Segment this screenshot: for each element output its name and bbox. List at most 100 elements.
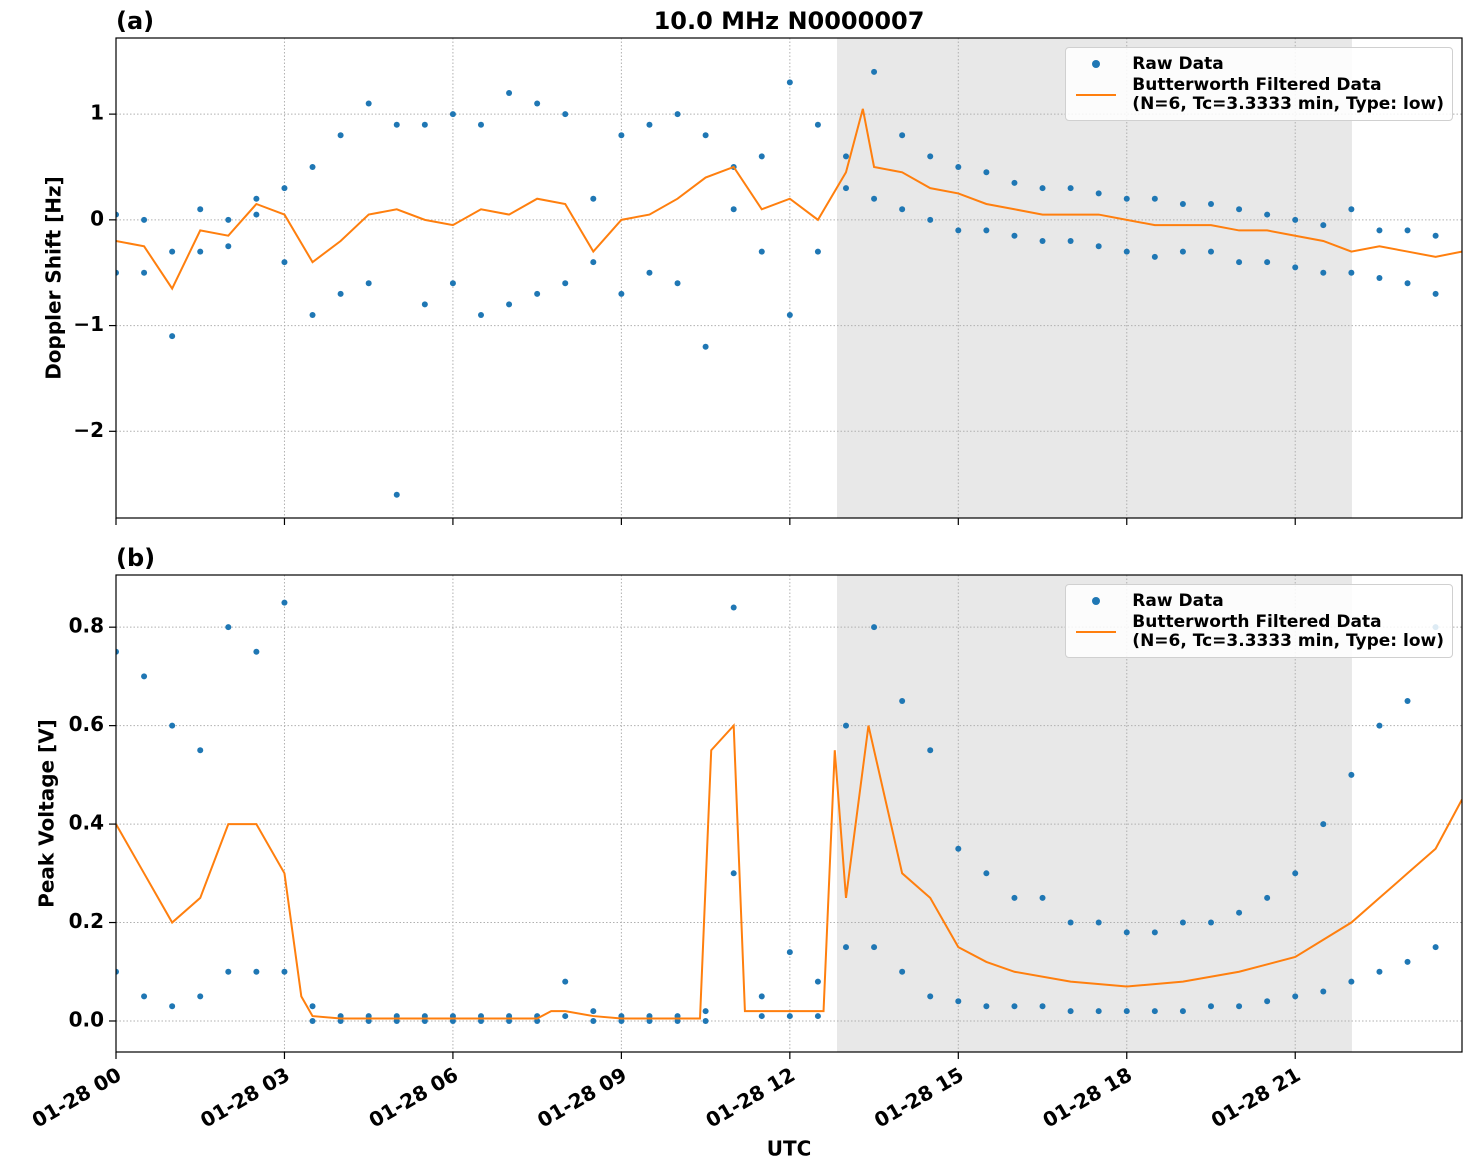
raw-point xyxy=(1207,248,1214,255)
raw-point xyxy=(562,111,569,118)
raw-point xyxy=(449,280,456,287)
raw-point xyxy=(758,993,765,1000)
raw-point xyxy=(309,1003,316,1010)
raw-point xyxy=(786,79,793,86)
raw-point xyxy=(1376,227,1383,234)
raw-point xyxy=(253,195,260,202)
raw-point xyxy=(1320,821,1327,828)
raw-point xyxy=(730,604,737,611)
raw-point xyxy=(393,491,400,498)
raw-point xyxy=(1095,919,1102,926)
raw-point xyxy=(197,993,204,1000)
y-tick-label: 0.4 xyxy=(69,811,104,835)
raw-point xyxy=(899,698,906,705)
x-tick-label: 01-28 12 xyxy=(702,1062,800,1132)
raw-point xyxy=(281,185,288,192)
raw-point xyxy=(1039,237,1046,244)
raw-point xyxy=(534,290,541,297)
raw-point xyxy=(702,1008,709,1015)
raw-point xyxy=(393,121,400,128)
raw-point xyxy=(225,216,232,223)
raw-point xyxy=(1348,978,1355,985)
raw-point xyxy=(758,1013,765,1020)
raw-point xyxy=(1264,998,1271,1005)
raw-point xyxy=(1179,919,1186,926)
raw-point xyxy=(421,301,428,308)
raw-point xyxy=(758,248,765,255)
raw-point xyxy=(1123,195,1130,202)
raw-point xyxy=(590,1008,597,1015)
raw-point xyxy=(674,280,681,287)
raw-point xyxy=(562,280,569,287)
raw-point xyxy=(281,968,288,975)
legend-entry: Raw Data xyxy=(1074,54,1444,74)
legend-label: Raw Data xyxy=(1132,590,1224,611)
raw-point xyxy=(786,312,793,319)
x-tick-label: 01-28 09 xyxy=(533,1062,631,1132)
raw-point xyxy=(1179,248,1186,255)
raw-point xyxy=(1236,1003,1243,1010)
raw-point xyxy=(1264,211,1271,218)
raw-point xyxy=(842,153,849,160)
raw-point xyxy=(309,312,316,319)
raw-point xyxy=(1179,1008,1186,1015)
raw-point xyxy=(983,1003,990,1010)
raw-point xyxy=(1404,280,1411,287)
raw-point xyxy=(871,624,878,631)
filtered-line xyxy=(116,723,1462,1020)
raw-point xyxy=(197,747,204,754)
raw-point xyxy=(1207,1003,1214,1010)
plot-area xyxy=(116,599,1462,1024)
raw-point xyxy=(309,163,316,170)
raw-point xyxy=(1067,185,1074,192)
raw-point xyxy=(1264,259,1271,266)
raw-point xyxy=(1376,275,1383,281)
raw-point xyxy=(1320,269,1327,276)
raw-point xyxy=(1432,290,1439,297)
raw-point xyxy=(618,132,625,139)
raw-point xyxy=(1151,929,1158,936)
x-tick-label: 01-28 06 xyxy=(365,1062,463,1132)
raw-point xyxy=(842,185,849,192)
y-tick-label: −2 xyxy=(73,418,104,442)
raw-point xyxy=(449,111,456,118)
legend-key xyxy=(1074,622,1118,642)
raw-point xyxy=(983,227,990,234)
raw-point xyxy=(337,290,344,297)
raw-point xyxy=(1404,227,1411,234)
raw-point xyxy=(842,722,849,729)
raw-point xyxy=(1320,222,1327,229)
raw-point xyxy=(1123,248,1130,255)
raw-point xyxy=(197,248,204,255)
filtered-line xyxy=(116,108,1462,291)
raw-point xyxy=(141,269,148,276)
raw-point xyxy=(562,1013,569,1020)
raw-point xyxy=(1095,243,1102,250)
raw-point xyxy=(871,944,878,951)
raw-point xyxy=(1151,1008,1158,1015)
raw-point xyxy=(1292,870,1299,877)
raw-point xyxy=(1236,206,1243,213)
raw-point xyxy=(646,121,653,128)
raw-point xyxy=(169,248,176,255)
chart-title: 10.0 MHz N0000007 xyxy=(654,7,925,35)
raw-point xyxy=(702,132,709,139)
axes-frame xyxy=(115,37,1463,519)
raw-point xyxy=(1404,958,1411,965)
raw-point xyxy=(1264,894,1271,901)
raw-point xyxy=(116,211,119,218)
raw-point xyxy=(842,944,849,951)
legend-key xyxy=(1074,591,1118,611)
raw-point xyxy=(506,89,513,96)
raw-point xyxy=(116,968,119,975)
legend: Raw Data Butterworth Filtered Data (N=6, … xyxy=(1065,47,1453,121)
raw-point xyxy=(927,993,934,1000)
raw-point xyxy=(281,599,288,606)
x-tick-label: 01-28 15 xyxy=(870,1062,968,1132)
y-tick-label: 0.8 xyxy=(69,614,104,638)
raw-point xyxy=(141,993,148,1000)
raw-point xyxy=(1095,190,1102,197)
x-tick-label: 01-28 18 xyxy=(1038,1062,1136,1132)
raw-point xyxy=(169,1003,176,1010)
